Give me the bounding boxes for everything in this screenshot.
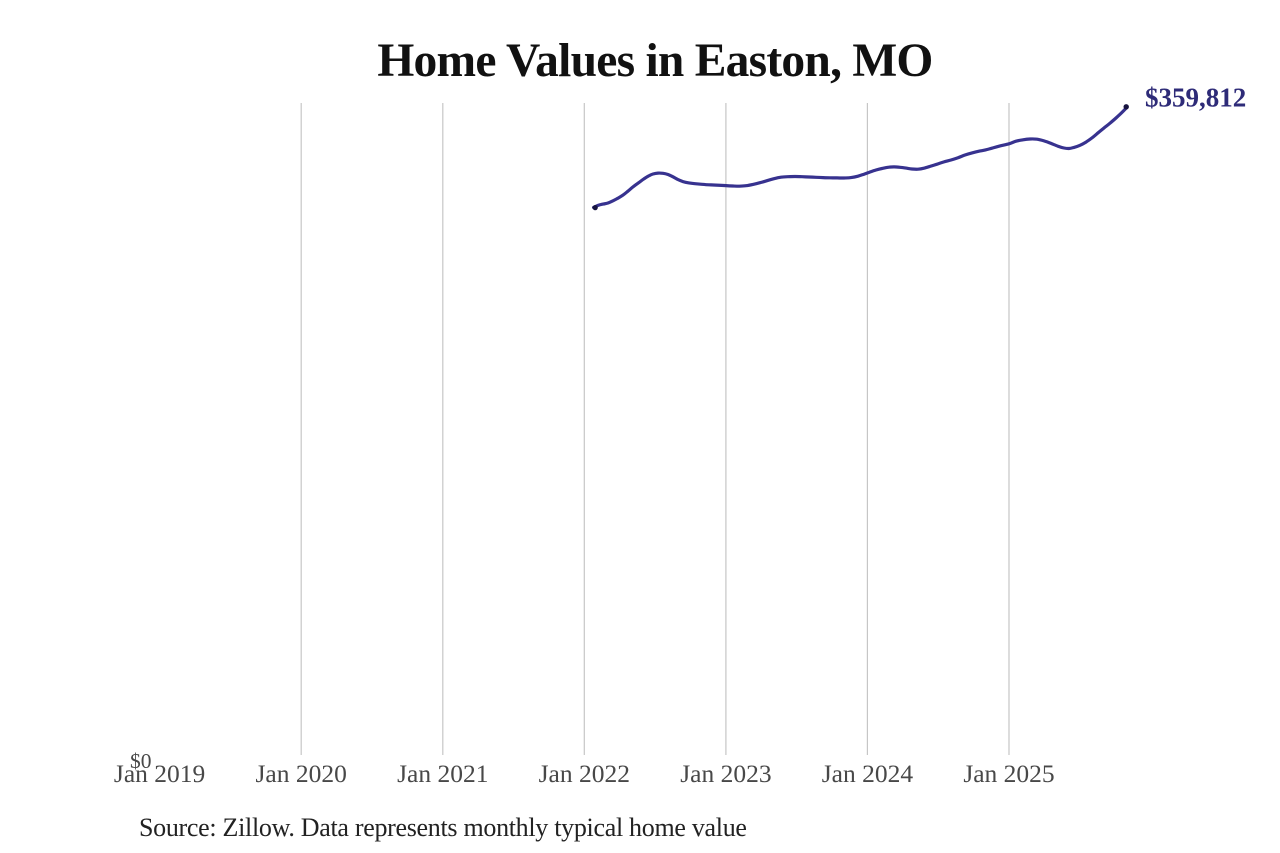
svg-text:Jan 2025: Jan 2025 [963, 759, 1054, 788]
svg-text:Source: Zillow. Data represent: Source: Zillow. Data represents monthly … [139, 813, 747, 842]
svg-text:Jan 2020: Jan 2020 [256, 759, 347, 788]
svg-text:Home Values in Easton, MO: Home Values in Easton, MO [377, 35, 932, 87]
svg-text:Jan 2022: Jan 2022 [539, 759, 630, 788]
svg-text:Jan 2023: Jan 2023 [680, 759, 771, 788]
svg-text:Jan 2021: Jan 2021 [397, 759, 488, 788]
svg-text:Jan 2024: Jan 2024 [822, 759, 914, 788]
svg-text:Jan 2019: Jan 2019 [114, 759, 205, 788]
svg-text:$359,812: $359,812 [1145, 83, 1246, 113]
svg-text:$0: $0 [130, 749, 152, 773]
